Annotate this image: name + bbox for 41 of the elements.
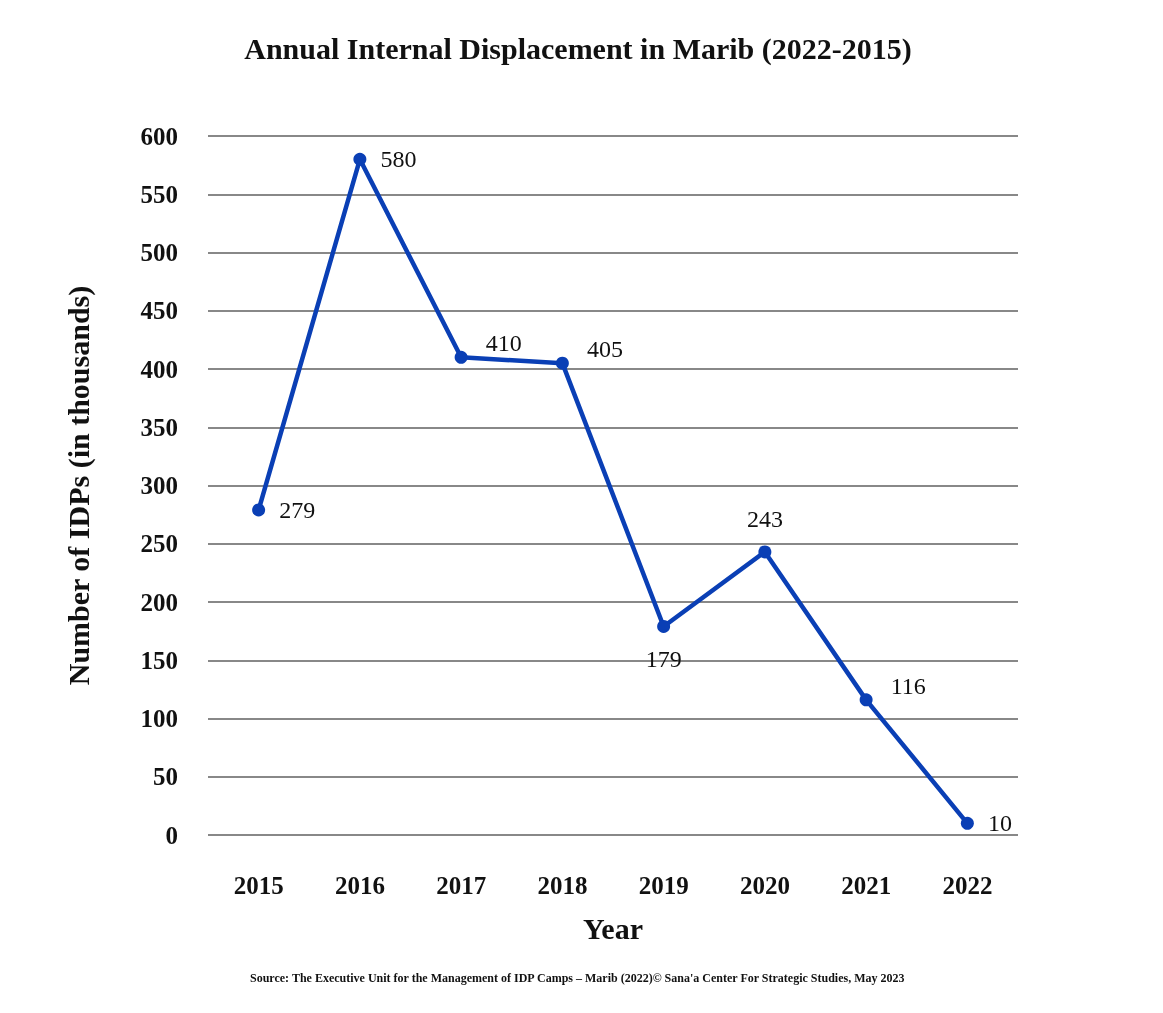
x-tick-label: 2020 (739, 872, 790, 899)
point (657, 619, 671, 633)
source-note: Source: The Executive Unit for the Management of IDP Camps – Marib (2022)© Sana'a Center For Strategic Studies, May 2023 (250, 971, 905, 985)
point (555, 356, 569, 370)
data-label: 243 (746, 506, 783, 533)
point (252, 503, 266, 517)
point (353, 152, 367, 166)
y-axis-title: Number of IDPs (in thousands) (61, 285, 96, 686)
y-tick-label: 50 (153, 763, 178, 791)
x-tick-label: 2017 (436, 872, 487, 899)
y-tick-label: 250 (140, 530, 178, 558)
data-label: 116 (890, 672, 926, 699)
x-axis-title: Year (583, 911, 643, 945)
data-label: 179 (645, 645, 682, 672)
point (758, 545, 772, 559)
point (454, 350, 468, 364)
point (859, 693, 873, 707)
data-label: 279 (279, 496, 316, 523)
x-tick-label: 2018 (537, 872, 588, 899)
chart-title: Annual Internal Displacement in Marib (2022-2015) (244, 31, 912, 66)
y-tick-label: 500 (140, 239, 178, 266)
data-label: 410 (485, 330, 522, 357)
y-tick-label: 550 (140, 180, 178, 208)
x-tick-label: 2021 (841, 872, 892, 899)
x-tick-label: 2016 (334, 872, 385, 899)
data-label: 10 (987, 810, 1012, 837)
y-tick-label: 400 (140, 355, 178, 383)
data-label: 405 (586, 336, 623, 363)
y-tick-label: 0 (165, 821, 178, 849)
y-tick-label: 600 (140, 122, 178, 150)
y-tick-label: 450 (140, 297, 178, 325)
data-label: 580 (380, 146, 417, 173)
y-tick-label: 300 (140, 472, 178, 499)
point (960, 816, 974, 830)
x-tick-label: 2015 (233, 872, 284, 899)
y-tick-label: 100 (140, 705, 178, 732)
y-tick-label: 200 (140, 588, 178, 616)
x-tick-label: 2022 (942, 872, 993, 899)
y-tick-label: 350 (140, 413, 178, 441)
x-tick-label: 2019 (638, 872, 689, 899)
y-tick-label: 150 (140, 646, 178, 674)
